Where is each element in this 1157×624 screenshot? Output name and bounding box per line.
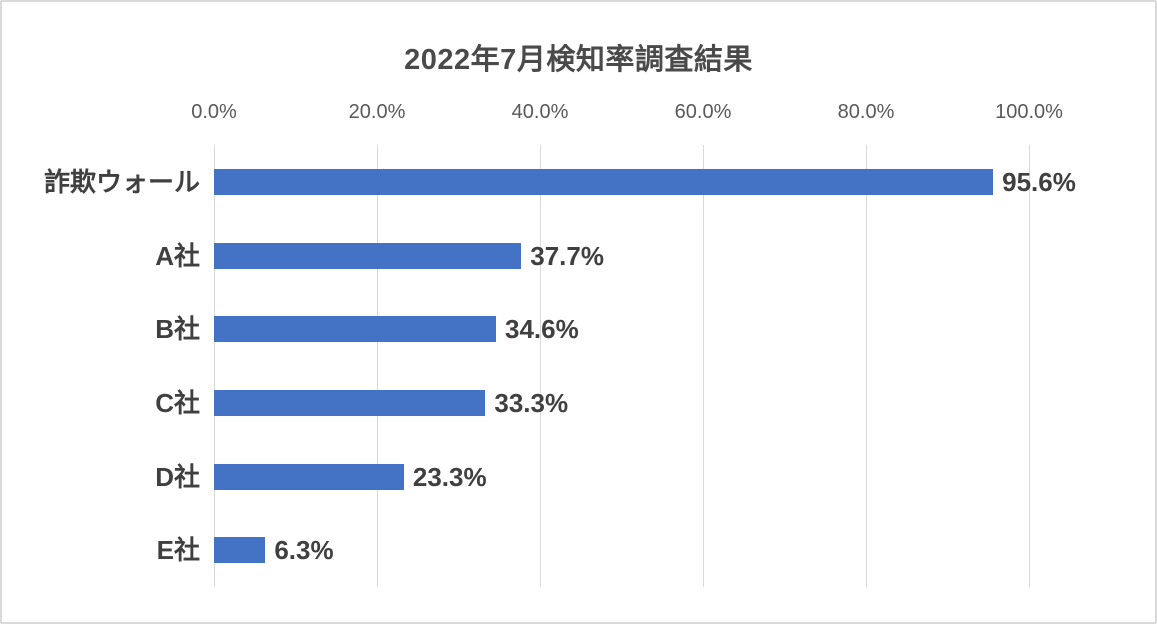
gridline <box>214 145 215 587</box>
bar <box>214 463 404 490</box>
bar <box>214 389 486 416</box>
gridline <box>377 145 378 587</box>
bar <box>214 316 496 343</box>
value-label: 34.6% <box>504 314 579 345</box>
category-label: E社 <box>156 535 200 566</box>
value-label: 37.7% <box>530 240 604 271</box>
x-axis-tick-label: 20.0% <box>348 101 406 123</box>
gridline <box>866 145 867 587</box>
x-axis-tick-label: 100.0% <box>995 101 1063 123</box>
category-label: D社 <box>155 461 200 492</box>
value-label: 23.3% <box>412 461 487 492</box>
x-axis-tick-label: 40.0% <box>511 101 569 123</box>
category-label: A社 <box>155 240 200 271</box>
category-label: 詐欺ウォール <box>43 166 200 197</box>
bar <box>214 537 266 564</box>
bar <box>214 168 994 195</box>
gridline <box>540 145 541 587</box>
category-label: B社 <box>155 314 200 345</box>
x-axis-tick-label: 0.0% <box>191 101 237 123</box>
category-label: C社 <box>155 387 200 418</box>
chart-title: 2022年7月検知率調査結果 <box>404 44 753 76</box>
gridline <box>1029 145 1030 587</box>
value-label: 33.3% <box>494 387 569 418</box>
value-label: 95.6% <box>1002 166 1076 197</box>
bar <box>214 242 522 269</box>
x-axis-tick-label: 80.0% <box>837 101 895 123</box>
x-axis-tick-label: 60.0% <box>674 101 732 123</box>
value-label: 6.3% <box>274 535 334 566</box>
gridline <box>703 145 704 587</box>
